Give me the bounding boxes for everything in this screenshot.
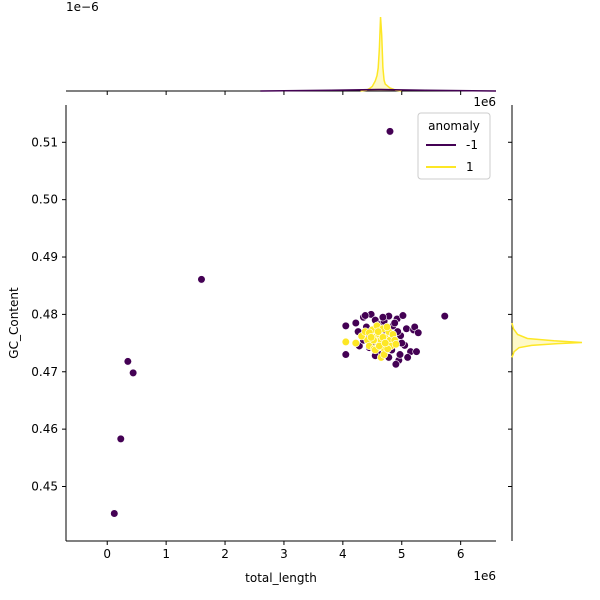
scatter-point-anomaly-neg1 <box>341 350 350 359</box>
top-kde-line-1 <box>360 16 402 92</box>
scatter-point-anomaly-neg1 <box>390 318 399 328</box>
x-tick-label: 4 <box>339 547 347 561</box>
x-offset-label: 1e6 <box>473 569 496 583</box>
x-tick-label: 3 <box>280 547 288 561</box>
marginal-x-offset-label: 1e6 <box>473 95 496 109</box>
right-marginal-ticks <box>508 141 512 487</box>
scatter-point-anomaly-neg1 <box>197 275 206 284</box>
scatter-points <box>110 127 449 518</box>
scatter-point-anomaly-1 <box>381 338 390 348</box>
scatter-point-anomaly-neg1 <box>351 318 360 328</box>
scatter-point-anomaly-1 <box>391 340 400 349</box>
legend-label-anomaly-1: 1 <box>466 160 474 174</box>
scatter-point-anomaly-neg1 <box>129 368 138 378</box>
y-axis-ticks: 0.45 0.46 0.47 0.48 0.49 0.50 0.51 <box>31 135 66 494</box>
scatter-point-anomaly-neg1 <box>361 311 370 320</box>
scatter-point-anomaly-neg1 <box>440 312 449 321</box>
x-tick-label: 0 <box>103 547 111 561</box>
scatter-point-anomaly-1 <box>367 333 376 342</box>
scatter-point-anomaly-neg1 <box>403 353 412 362</box>
y-tick-label: 0.49 <box>31 250 58 264</box>
top-marginal-ticks <box>106 91 462 95</box>
scatter-point-anomaly-1 <box>351 338 360 348</box>
y-tick-label: 0.48 <box>31 307 58 321</box>
legend: anomaly -1 1 <box>417 112 491 180</box>
scatter-point-anomaly-neg1 <box>412 347 421 356</box>
scatter-point-anomaly-neg1 <box>378 313 388 322</box>
scatter-point-anomaly-neg1 <box>123 357 132 366</box>
scatter-point-anomaly-neg1 <box>398 311 408 320</box>
x-tick-label: 2 <box>221 547 229 561</box>
y-axis-label: GC_Content <box>7 287 21 359</box>
legend-title: anomaly <box>428 119 480 133</box>
right-marginal-kde <box>511 322 583 358</box>
x-tick-label: 5 <box>398 547 406 561</box>
right-kde-line-1 <box>511 322 583 358</box>
top-kde-area-1 <box>360 17 402 91</box>
legend-label-anomaly-neg1: -1 <box>466 138 478 152</box>
scatter-point-anomaly-neg1 <box>395 350 405 359</box>
scatter-point-anomaly-neg1 <box>116 434 125 443</box>
x-tick-label: 6 <box>457 547 465 561</box>
scatter-point-anomaly-neg1 <box>391 360 400 369</box>
y-tick-label: 0.46 <box>31 422 58 436</box>
scatter-point-anomaly-1 <box>341 337 350 347</box>
scatter-point-anomaly-1 <box>382 322 392 332</box>
y-tick-label: 0.51 <box>31 135 58 149</box>
y-tick-label: 0.50 <box>31 193 58 207</box>
y-tick-label: 0.47 <box>31 365 58 379</box>
scatter-point-anomaly-1 <box>374 327 383 336</box>
marginal-top-offset-label: 1e−6 <box>66 0 99 14</box>
scatter-point-anomaly-neg1 <box>341 321 350 330</box>
top-kde-line--1 <box>260 88 497 92</box>
x-tick-label: 1 <box>162 547 170 561</box>
scatter-point-anomaly-neg1 <box>414 328 423 337</box>
x-axis-label: total_length <box>245 571 317 585</box>
x-axis-ticks: 0 1 2 3 4 5 6 <box>103 541 464 561</box>
scatter-point-anomaly-neg1 <box>110 509 119 518</box>
top-marginal-kde <box>260 16 497 92</box>
y-tick-label: 0.45 <box>31 480 58 494</box>
scatter-point-anomaly-neg1 <box>385 127 395 136</box>
scatter-point-anomaly-neg1 <box>402 324 411 333</box>
